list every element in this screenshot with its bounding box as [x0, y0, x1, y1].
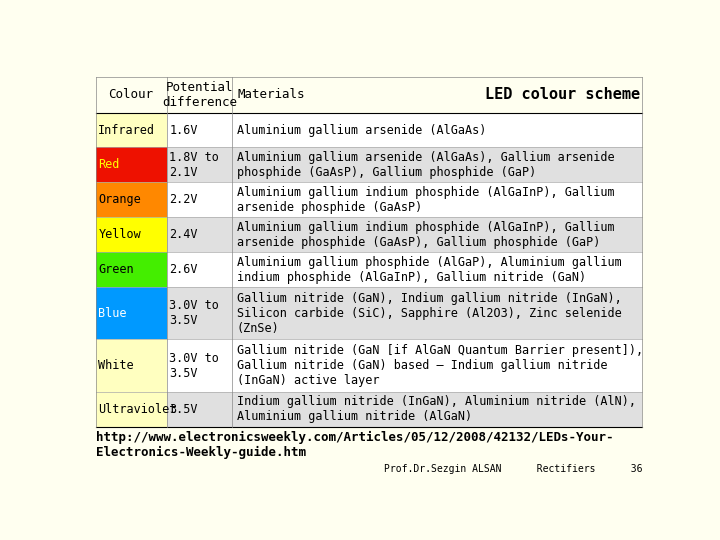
Text: 3.0V to
3.5V: 3.0V to 3.5V — [169, 299, 220, 327]
Bar — [166, 147, 233, 183]
Bar — [233, 287, 642, 339]
Bar — [96, 339, 166, 392]
Text: Ultraviolet: Ultraviolet — [99, 403, 176, 416]
Text: Potential
difference: Potential difference — [162, 81, 237, 109]
Bar — [96, 183, 166, 217]
Text: Indium gallium nitride (InGaN), Aluminium nitride (AlN),
Aluminium gallium nitri: Indium gallium nitride (InGaN), Aluminiu… — [237, 395, 636, 423]
Bar — [96, 252, 166, 287]
Text: 3.0V to
3.5V: 3.0V to 3.5V — [169, 352, 220, 380]
Bar — [166, 392, 233, 427]
Bar — [166, 339, 233, 392]
Text: White: White — [99, 359, 134, 372]
Text: Aluminium gallium arsenide (AlGaAs): Aluminium gallium arsenide (AlGaAs) — [237, 124, 486, 137]
Text: Red: Red — [99, 158, 120, 171]
Text: Materials: Materials — [238, 89, 305, 102]
Text: 2.6V: 2.6V — [169, 263, 198, 276]
Text: Infrared: Infrared — [99, 124, 156, 137]
Text: 2.4V: 2.4V — [169, 228, 198, 241]
Text: Aluminium gallium arsenide (AlGaAs), Gallium arsenide
phosphide (GaAsP), Gallium: Aluminium gallium arsenide (AlGaAs), Gal… — [237, 151, 614, 179]
Text: 1.6V: 1.6V — [169, 124, 198, 137]
Bar — [233, 217, 642, 252]
Text: Aluminium gallium phosphide (AlGaP), Aluminium gallium
indium phosphide (AlGaInP: Aluminium gallium phosphide (AlGaP), Alu… — [237, 255, 621, 284]
Bar — [233, 147, 642, 183]
Bar — [96, 287, 166, 339]
Text: Orange: Orange — [99, 193, 141, 206]
Bar — [166, 183, 233, 217]
Text: Aluminium gallium indium phosphide (AlGaInP), Gallium
arsenide phosphide (GaAsP): Aluminium gallium indium phosphide (AlGa… — [237, 221, 614, 249]
Bar — [233, 183, 642, 217]
Text: 1.8V to
2.1V: 1.8V to 2.1V — [169, 151, 220, 179]
Text: Colour: Colour — [109, 89, 153, 102]
Bar — [233, 392, 642, 427]
Bar — [166, 113, 233, 147]
Bar — [96, 217, 166, 252]
Bar — [96, 147, 166, 183]
Text: Blue: Blue — [99, 307, 127, 320]
Bar — [233, 113, 642, 147]
Text: http://www.electronicsweekly.com/Articles/05/12/2008/42132/LEDs-Your-
Electronic: http://www.electronicsweekly.com/Article… — [96, 431, 613, 459]
Bar — [233, 252, 642, 287]
Bar — [233, 339, 642, 392]
Bar — [166, 217, 233, 252]
Text: Yellow: Yellow — [99, 228, 141, 241]
Bar — [96, 392, 166, 427]
Bar — [166, 287, 233, 339]
Bar — [96, 77, 642, 113]
Text: 3.5V: 3.5V — [169, 403, 198, 416]
Text: Gallium nitride (GaN), Indium gallium nitride (InGaN),
Silicon carbide (SiC), Sa: Gallium nitride (GaN), Indium gallium ni… — [237, 292, 621, 335]
Bar — [96, 113, 166, 147]
Text: Gallium nitride (GaN [if AlGaN Quantum Barrier present]),
Gallium nitride (GaN) : Gallium nitride (GaN [if AlGaN Quantum B… — [237, 344, 643, 387]
Text: LED colour scheme: LED colour scheme — [485, 87, 639, 103]
Text: Aluminium gallium indium phosphide (AlGaInP), Gallium
arsenide phosphide (GaAsP): Aluminium gallium indium phosphide (AlGa… — [237, 186, 614, 214]
Text: Green: Green — [99, 263, 134, 276]
Text: Prof.Dr.Sezgin ALSAN      Rectifiers      36: Prof.Dr.Sezgin ALSAN Rectifiers 36 — [384, 464, 642, 474]
Text: 2.2V: 2.2V — [169, 193, 198, 206]
Bar — [166, 252, 233, 287]
